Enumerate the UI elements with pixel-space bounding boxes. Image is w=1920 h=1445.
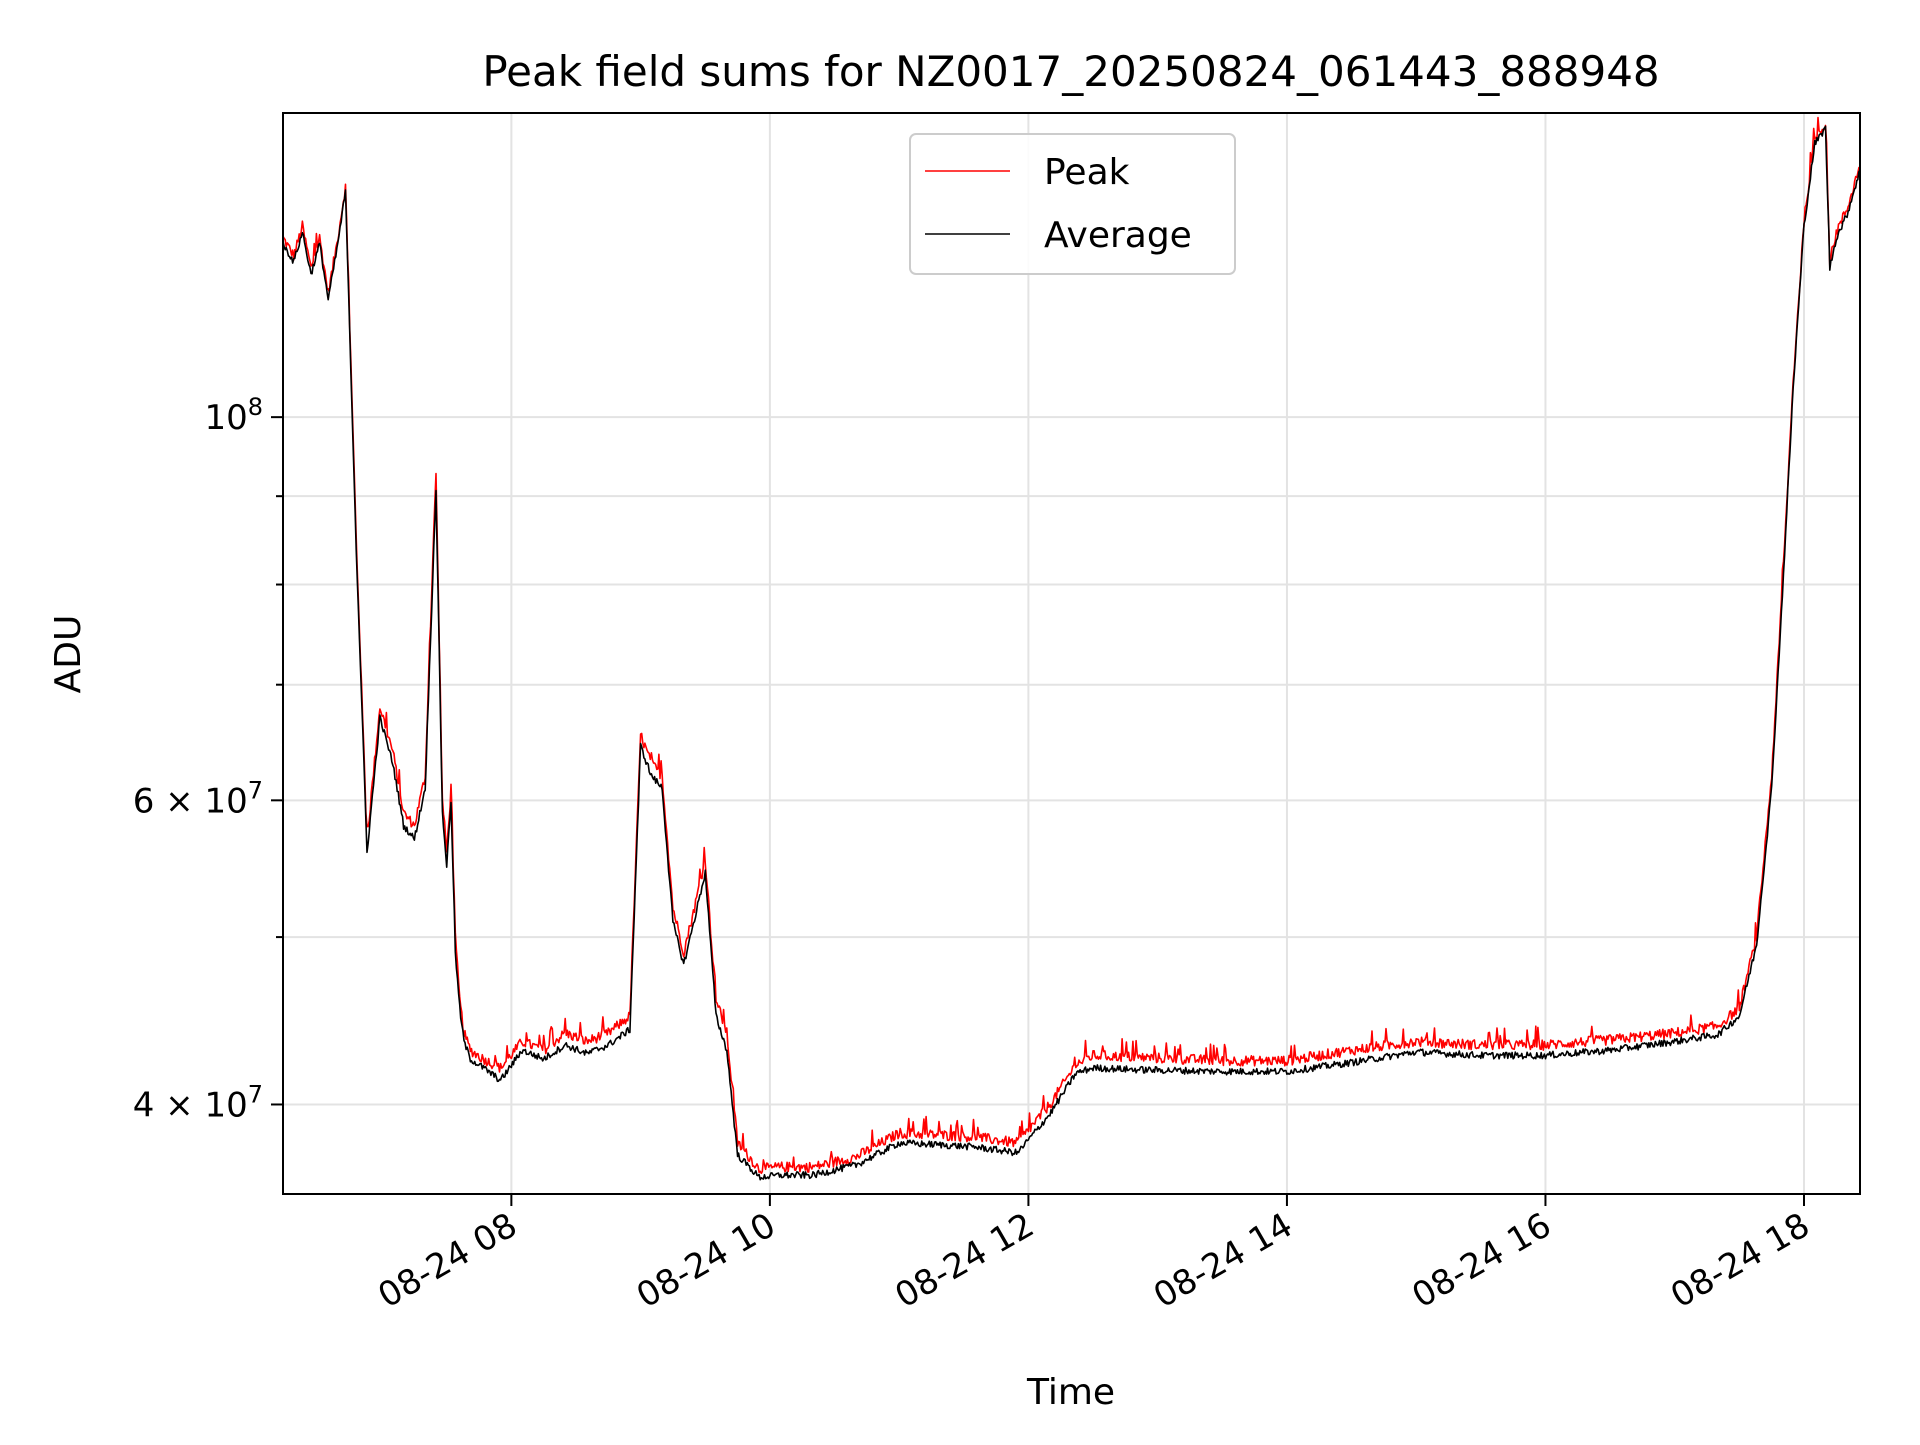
y-tick-label: 6 × 107 <box>133 776 263 821</box>
y-tick-label: 4 × 107 <box>133 1080 263 1125</box>
chart-title: Peak field sums for NZ0017_20250824_0614… <box>482 47 1659 96</box>
plot-frame <box>282 112 1861 1195</box>
x-axis-label: Time <box>1026 1372 1115 1413</box>
legend-box <box>909 133 1236 275</box>
legend-average-label: Average <box>1044 215 1192 256</box>
legend: Peak Average <box>909 133 1236 275</box>
series-layer <box>282 116 1861 1181</box>
legend-peak-label: Peak <box>1044 152 1130 193</box>
series-line-average <box>282 125 1861 1181</box>
y-axis-label: ADU <box>48 615 89 694</box>
grid-layer <box>283 113 1860 1194</box>
series-line-peak <box>282 116 1861 1175</box>
y-tick-label: 108 <box>204 393 263 438</box>
